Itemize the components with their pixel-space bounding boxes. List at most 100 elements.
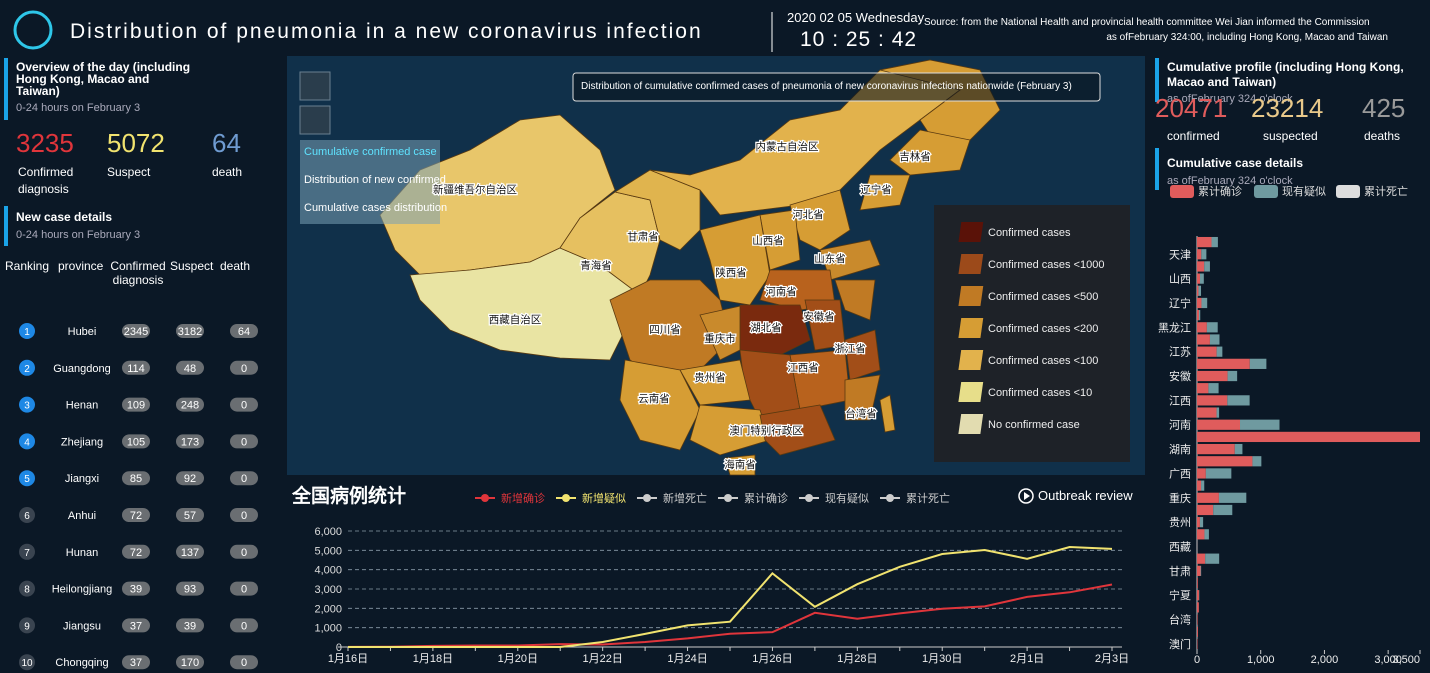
y-tick-label: 西藏 <box>1169 541 1191 554</box>
cell-pill <box>122 655 150 670</box>
table-cell: 92 <box>184 473 196 485</box>
bar <box>1197 431 1420 443</box>
table-cell: 0 <box>241 620 247 632</box>
table-cell: 48 <box>184 363 196 375</box>
cell-pill <box>176 508 204 522</box>
x-tick-label: 3,000 <box>1374 654 1402 666</box>
table-cell: 37 <box>130 620 142 632</box>
stat-label: deaths <box>1364 129 1401 143</box>
rank-badge <box>19 543 35 560</box>
province-label: 河北省 <box>792 208 824 221</box>
bar <box>1199 273 1204 284</box>
bar <box>1197 236 1212 248</box>
bar <box>1197 261 1205 272</box>
legend-dot <box>724 494 732 502</box>
region <box>759 209 801 271</box>
y-tick-label: 黑龙江 <box>1158 321 1191 334</box>
cumulative-title: Cumulative profile (including Hong Kong,… <box>1167 60 1404 89</box>
province-label: 浙江省 <box>834 342 866 355</box>
legend-label: 累计确诊 <box>744 491 788 505</box>
stat-value: 425 <box>1362 93 1406 123</box>
bar <box>1197 468 1206 479</box>
table-cell: 37 <box>130 657 142 669</box>
cell-pill <box>122 544 150 559</box>
bar <box>1209 334 1220 345</box>
bar <box>1197 249 1202 260</box>
review-icon[interactable] <box>1018 488 1034 504</box>
cell-pill <box>122 360 150 375</box>
overview-title: Overview of the day (including Hong Kong… <box>16 60 191 98</box>
table-cell: Zhejiang <box>61 436 103 448</box>
province-label: 吉林省 <box>899 150 931 163</box>
table-cell: 4 <box>24 437 30 448</box>
rank-badge <box>19 323 35 339</box>
stat-label: suspected <box>1263 129 1318 143</box>
region <box>789 189 851 251</box>
y-tick-label: 江苏 <box>1169 346 1191 359</box>
cell-pill <box>230 508 258 522</box>
review-icon-play[interactable] <box>1024 492 1030 500</box>
table-cell: 6 <box>24 511 30 522</box>
bar <box>1197 456 1253 467</box>
home-button[interactable] <box>299 71 331 101</box>
rank-badge <box>19 654 35 671</box>
cell-pill <box>176 434 204 449</box>
province-label: 河南省 <box>765 285 797 298</box>
legend-swatch <box>1170 185 1194 198</box>
bar <box>1197 602 1199 613</box>
cell-pill <box>176 544 204 559</box>
province-label: 甘肃省 <box>627 230 659 243</box>
x-tick-label: 2月1日 <box>1010 653 1044 665</box>
map-tab: Cumulative confirmed case <box>304 146 437 158</box>
stat-label: death <box>212 165 243 179</box>
bar <box>1197 517 1200 528</box>
bar <box>1197 577 1198 589</box>
bar <box>1204 529 1209 540</box>
line-chart-title: 全国病例统计 <box>292 486 407 507</box>
bar <box>1199 517 1204 528</box>
y-tick-label: 江西 <box>1169 394 1191 407</box>
stat-value: 23214 <box>1251 93 1324 123</box>
bar <box>1197 504 1214 516</box>
province-label: 西藏自治区 <box>489 313 542 326</box>
restore-button[interactable] <box>299 105 331 135</box>
legend-label: 新增疑似 <box>582 491 626 505</box>
new-cases-subtitle: 0-24 hours on February 3 <box>16 229 141 241</box>
region <box>619 359 701 451</box>
bar <box>1200 565 1202 576</box>
review-button[interactable]: Outbreak review <box>1038 488 1133 503</box>
legend-label: No confirmed case <box>988 419 1080 431</box>
province-label: 山西省 <box>752 234 784 247</box>
legend-dot <box>481 494 489 502</box>
accent <box>1155 148 1159 190</box>
bar <box>1197 492 1219 503</box>
region <box>844 329 881 381</box>
x-tick-label: 1月28日 <box>837 653 877 665</box>
table-header: Confirmed diagnosis <box>110 259 166 287</box>
y-tick-label: 3,000 <box>314 584 342 596</box>
cell-pill <box>122 618 150 633</box>
legend-label: 现有疑似 <box>1282 184 1326 198</box>
legend-label: 新增确诊 <box>501 491 545 505</box>
region <box>834 279 876 321</box>
y-tick-label: 2,000 <box>314 603 342 615</box>
region <box>789 349 851 411</box>
x-tick-label: 1月16日 <box>328 653 368 665</box>
cell-pill <box>230 618 258 633</box>
table-cell: Jiangxi <box>65 473 99 485</box>
x-tick-label: 1,000 <box>1247 654 1275 666</box>
bar <box>1234 443 1243 455</box>
bar <box>1197 285 1199 296</box>
bar <box>1197 395 1228 406</box>
cell-pill <box>230 324 258 338</box>
cell-pill <box>176 397 204 412</box>
legend-label: Confirmed cases <box>988 227 1071 239</box>
y-tick-label: 台湾 <box>1169 613 1191 627</box>
y-tick-label: 贵州 <box>1169 516 1191 529</box>
x-tick-label: 3,500 <box>1392 654 1420 666</box>
bar <box>1218 492 1247 503</box>
table-cell: 3182 <box>178 326 202 338</box>
province-label: 澳门特别行政区 <box>729 424 803 437</box>
region <box>679 359 751 406</box>
bar <box>1197 529 1205 540</box>
